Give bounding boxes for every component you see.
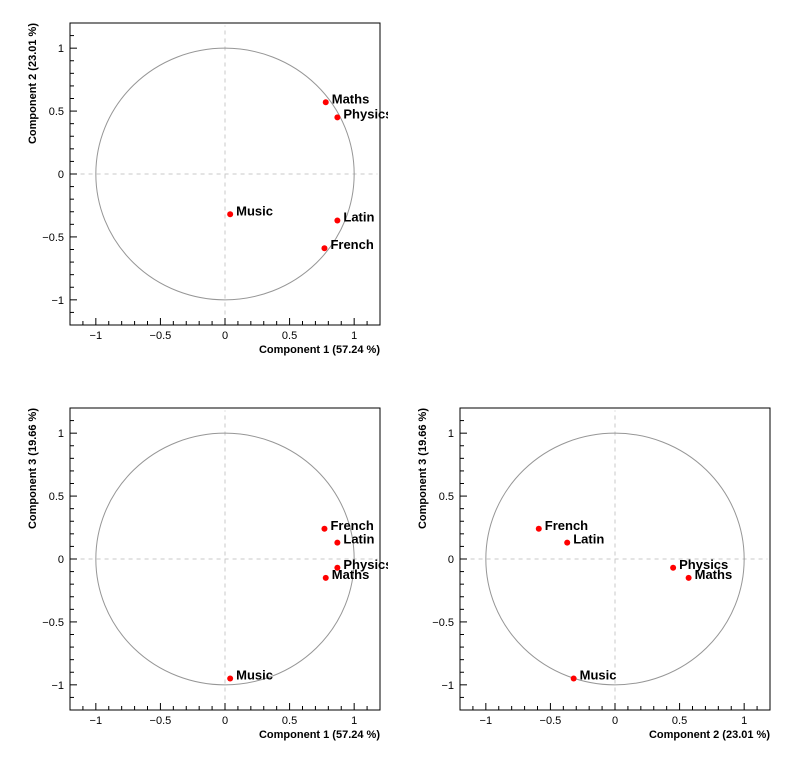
data-point bbox=[334, 218, 340, 224]
x-tick-label: 0.5 bbox=[672, 715, 687, 727]
y-axis-title: Component 2 (23.01 %) bbox=[27, 23, 39, 144]
y-tick-label: 0 bbox=[448, 554, 454, 566]
x-tick-label: 0 bbox=[222, 715, 228, 727]
data-point-label: Physics bbox=[343, 106, 388, 121]
y-axis-title: Component 3 (19.66 %) bbox=[417, 408, 429, 529]
x-tick-label: −0.5 bbox=[150, 715, 172, 727]
data-point-label: Music bbox=[580, 668, 617, 683]
x-tick-label: 1 bbox=[351, 715, 357, 727]
data-point-label: Maths bbox=[332, 91, 370, 106]
x-tick-label: −0.5 bbox=[540, 715, 562, 727]
data-point bbox=[227, 211, 233, 217]
x-axis-title: Component 2 (23.01 %) bbox=[649, 729, 770, 741]
data-point-label: French bbox=[545, 518, 588, 533]
y-tick-label: −0.5 bbox=[432, 617, 454, 629]
y-tick-label: −1 bbox=[441, 680, 454, 692]
x-tick-label: 0 bbox=[222, 330, 228, 342]
data-point bbox=[227, 676, 233, 682]
data-point-label: Maths bbox=[695, 567, 733, 582]
data-point bbox=[323, 575, 329, 581]
data-point bbox=[564, 540, 570, 546]
data-point bbox=[686, 575, 692, 581]
y-tick-label: 0 bbox=[58, 554, 64, 566]
y-tick-label: 0 bbox=[58, 169, 64, 181]
data-point bbox=[334, 114, 340, 120]
y-tick-label: −1 bbox=[51, 680, 64, 692]
data-point bbox=[670, 565, 676, 571]
panel-p13: −1 −0.5 0 0.5 1 −1 −0.5 0 0.5 1 Component 1 (57.24… bbox=[20, 400, 388, 748]
x-tick-label: −1 bbox=[90, 330, 103, 342]
data-point-label: Latin bbox=[343, 532, 374, 547]
x-axis-title: Component 1 (57.24 %) bbox=[259, 729, 380, 741]
y-tick-label: 0.5 bbox=[49, 491, 64, 503]
y-tick-label: 0.5 bbox=[439, 491, 454, 503]
panel-p23: −1 −0.5 0 0.5 1 −1 −0.5 0 0.5 1 Component 2 (23.01… bbox=[410, 400, 778, 748]
x-tick-label: 0.5 bbox=[282, 715, 297, 727]
x-tick-label: 0.5 bbox=[282, 330, 297, 342]
y-tick-label: 1 bbox=[448, 428, 454, 440]
x-tick-label: −1 bbox=[90, 715, 103, 727]
x-tick-label: 1 bbox=[351, 330, 357, 342]
data-point-label: Latin bbox=[343, 210, 374, 225]
x-tick-label: 0 bbox=[612, 715, 618, 727]
x-axis-title: Component 1 (57.24 %) bbox=[259, 344, 380, 356]
y-tick-label: −0.5 bbox=[42, 232, 64, 244]
data-point bbox=[323, 99, 329, 105]
data-point bbox=[571, 676, 577, 682]
y-tick-label: 1 bbox=[58, 428, 64, 440]
data-point-label: Latin bbox=[573, 532, 604, 547]
y-tick-label: −1 bbox=[51, 295, 64, 307]
panel-p12: −1 −0.5 0 0.5 1 −1 −0.5 0 0.5 1 Component 1 (57.24… bbox=[20, 15, 388, 363]
pca-biplot-grid: −1 −0.5 0 0.5 1 −1 −0.5 0 0.5 1 Component 1 (57.24… bbox=[0, 0, 796, 772]
y-tick-label: 0.5 bbox=[49, 106, 64, 118]
data-point bbox=[321, 245, 327, 251]
data-point-label: Maths bbox=[332, 567, 370, 582]
y-axis-title: Component 3 (19.66 %) bbox=[27, 408, 39, 529]
data-point-label: French bbox=[330, 518, 373, 533]
x-tick-label: 1 bbox=[741, 715, 747, 727]
y-tick-label: 1 bbox=[58, 43, 64, 55]
data-point-label: French bbox=[330, 237, 373, 252]
data-point-label: Music bbox=[236, 203, 273, 218]
data-point-label: Music bbox=[236, 668, 273, 683]
x-tick-label: −0.5 bbox=[150, 330, 172, 342]
y-tick-label: −0.5 bbox=[42, 617, 64, 629]
data-point bbox=[321, 526, 327, 532]
x-tick-label: −1 bbox=[480, 715, 493, 727]
data-point bbox=[536, 526, 542, 532]
data-point bbox=[334, 540, 340, 546]
